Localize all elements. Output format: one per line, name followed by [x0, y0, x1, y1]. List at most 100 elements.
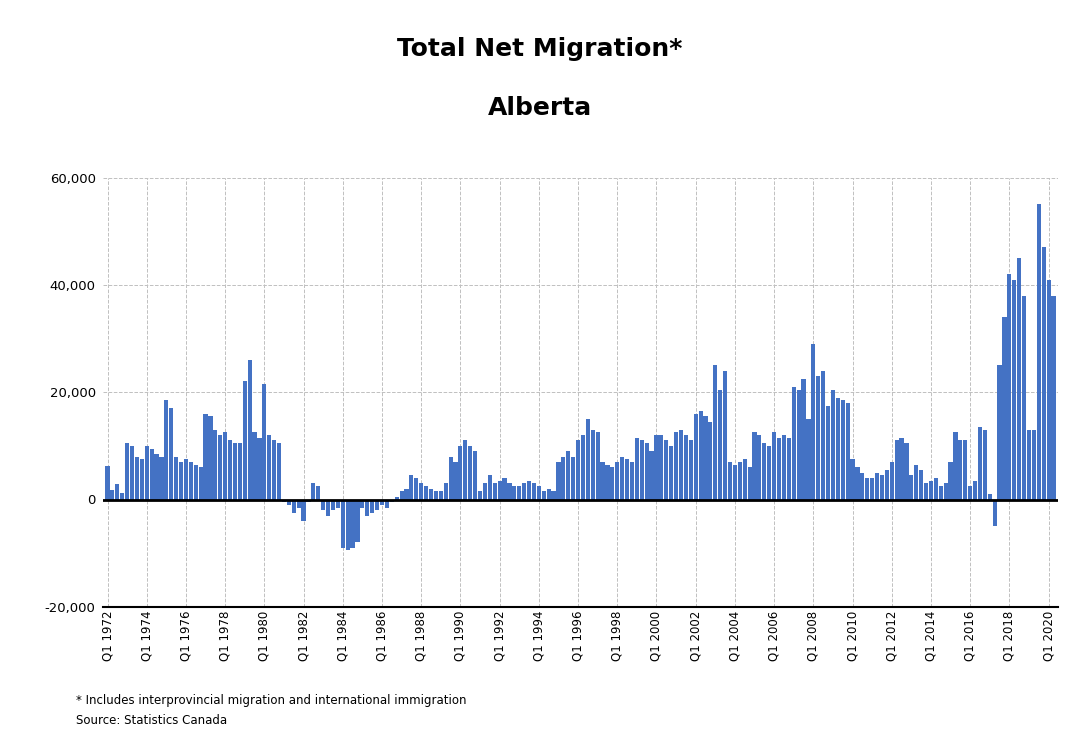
- Bar: [988, 494, 991, 500]
- Bar: [247, 360, 252, 500]
- Bar: [1012, 280, 1016, 500]
- Bar: [346, 500, 350, 551]
- Bar: [170, 408, 173, 500]
- Bar: [321, 500, 325, 511]
- Bar: [253, 432, 257, 500]
- Bar: [164, 400, 168, 500]
- Bar: [606, 465, 609, 500]
- Bar: [174, 457, 178, 500]
- Bar: [106, 466, 109, 500]
- Bar: [786, 438, 791, 500]
- Bar: [189, 462, 193, 500]
- Bar: [939, 486, 943, 500]
- Bar: [718, 389, 723, 500]
- Bar: [909, 475, 914, 500]
- Bar: [885, 470, 889, 500]
- Bar: [664, 440, 669, 500]
- Bar: [135, 457, 139, 500]
- Bar: [160, 457, 163, 500]
- Bar: [365, 500, 369, 516]
- Text: Total Net Migration*: Total Net Migration*: [397, 37, 683, 61]
- Bar: [757, 435, 761, 500]
- Bar: [639, 440, 644, 500]
- Bar: [831, 389, 835, 500]
- Bar: [807, 419, 810, 500]
- Bar: [292, 500, 296, 513]
- Bar: [855, 468, 860, 500]
- Bar: [149, 448, 153, 500]
- Text: * Includes interprovincial migration and international immigration: * Includes interprovincial migration and…: [76, 693, 467, 707]
- Bar: [552, 491, 555, 500]
- Bar: [488, 475, 491, 500]
- Bar: [508, 483, 512, 500]
- Bar: [355, 500, 360, 542]
- Bar: [498, 481, 502, 500]
- Bar: [419, 483, 423, 500]
- Bar: [801, 379, 806, 500]
- Bar: [213, 430, 217, 500]
- Bar: [340, 500, 345, 548]
- Bar: [708, 422, 713, 500]
- Bar: [380, 500, 384, 505]
- Bar: [875, 473, 879, 500]
- Bar: [880, 475, 885, 500]
- Bar: [267, 435, 271, 500]
- Bar: [1047, 280, 1051, 500]
- Bar: [120, 493, 124, 500]
- Bar: [522, 483, 526, 500]
- Bar: [792, 387, 796, 500]
- Bar: [154, 454, 159, 500]
- Bar: [415, 478, 418, 500]
- Bar: [330, 500, 335, 511]
- Bar: [282, 500, 286, 502]
- Bar: [954, 432, 958, 500]
- Bar: [616, 462, 619, 500]
- Bar: [361, 500, 364, 508]
- Bar: [924, 483, 928, 500]
- Bar: [684, 435, 688, 500]
- Bar: [139, 460, 144, 500]
- Bar: [502, 478, 507, 500]
- Bar: [585, 419, 590, 500]
- Bar: [1008, 274, 1012, 500]
- Bar: [840, 400, 845, 500]
- Bar: [208, 417, 213, 500]
- Bar: [620, 457, 624, 500]
- Bar: [645, 443, 649, 500]
- Bar: [110, 490, 114, 500]
- Bar: [556, 462, 561, 500]
- Bar: [816, 376, 821, 500]
- Bar: [468, 445, 472, 500]
- Bar: [600, 462, 605, 500]
- Bar: [963, 440, 968, 500]
- Bar: [297, 500, 300, 508]
- Bar: [424, 486, 428, 500]
- Bar: [625, 460, 630, 500]
- Bar: [738, 462, 742, 500]
- Bar: [375, 500, 379, 511]
- Bar: [630, 462, 634, 500]
- Bar: [821, 371, 825, 500]
- Bar: [193, 465, 198, 500]
- Bar: [948, 462, 953, 500]
- Bar: [492, 483, 497, 500]
- Bar: [199, 468, 203, 500]
- Bar: [429, 488, 433, 500]
- Bar: [870, 478, 874, 500]
- Bar: [473, 451, 477, 500]
- Bar: [384, 500, 389, 508]
- Bar: [448, 457, 453, 500]
- Bar: [894, 440, 899, 500]
- Bar: [311, 483, 315, 500]
- Bar: [571, 457, 576, 500]
- Bar: [125, 443, 130, 500]
- Bar: [1052, 295, 1055, 500]
- Bar: [659, 435, 663, 500]
- Bar: [224, 432, 227, 500]
- Bar: [654, 435, 659, 500]
- Bar: [326, 500, 330, 516]
- Bar: [983, 430, 987, 500]
- Bar: [394, 497, 399, 500]
- Bar: [703, 417, 707, 500]
- Bar: [929, 481, 933, 500]
